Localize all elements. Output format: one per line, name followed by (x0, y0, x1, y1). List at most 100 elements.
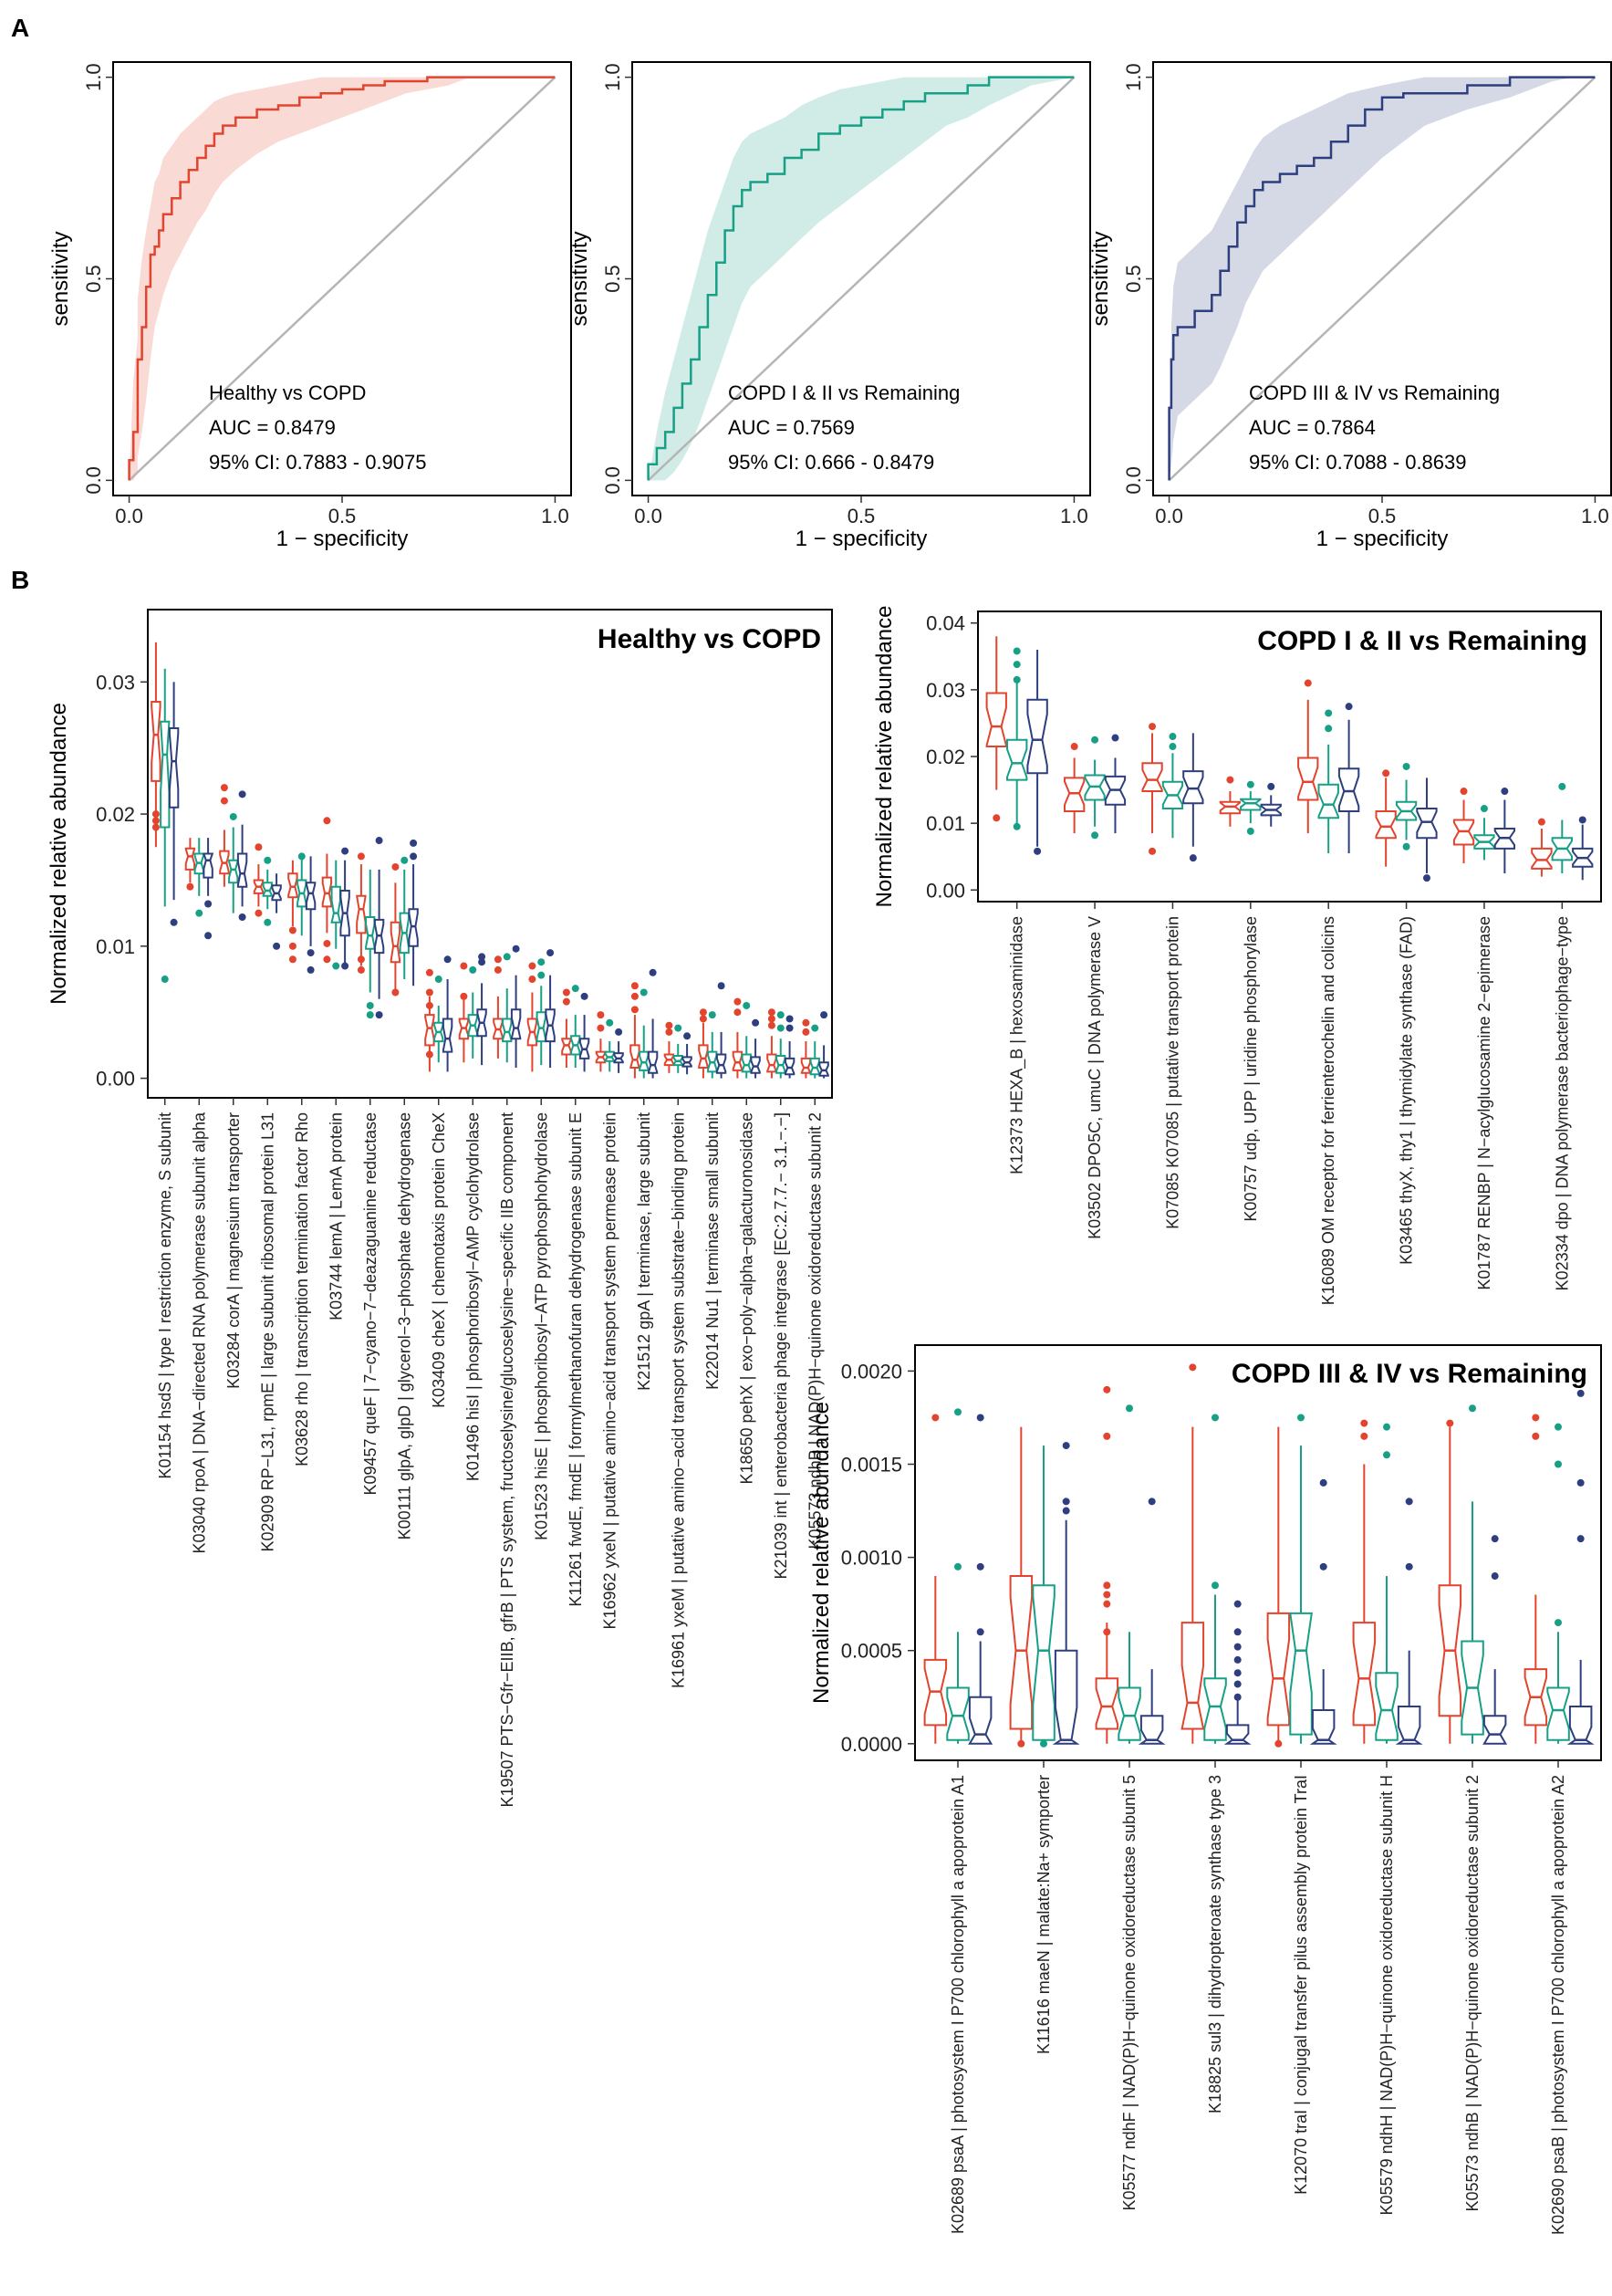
outlier-point (546, 949, 555, 957)
y-tick-label: 1.0 (82, 63, 105, 91)
outlier-point (1319, 1478, 1327, 1487)
y-tick-label: 0.01 (926, 812, 965, 835)
outlier-point (630, 982, 639, 990)
reference-diagonal (647, 76, 1076, 482)
outlier-point (494, 955, 502, 964)
box (1009, 1575, 1034, 1730)
box (715, 1053, 727, 1074)
outlier-point (1149, 723, 1157, 731)
outlier-point (264, 918, 272, 926)
outlier-point (674, 1024, 682, 1032)
y-axis-label: sensitivity (1088, 231, 1113, 326)
box (287, 872, 298, 899)
panel-label-b: B (11, 566, 29, 594)
outlier-point (1103, 1385, 1111, 1393)
outlier-point (976, 1628, 984, 1636)
y-tick-label: 0.5 (82, 265, 105, 293)
box (151, 701, 161, 782)
box (1309, 1709, 1337, 1745)
boxplot-copd34-vs-remaining: 0.0000 0.0005 0.0010 0.0015 0.0020 Normalized… (809, 1344, 1602, 2235)
y-tick-label: 0.0020 (841, 1360, 902, 1383)
outlier-point (391, 988, 400, 997)
box (1546, 1686, 1570, 1741)
outlier-point (161, 976, 169, 984)
box (365, 916, 376, 950)
y-axis-label: Normalized relative abundance (872, 606, 897, 908)
box (741, 1053, 752, 1073)
outlier-point (288, 926, 296, 934)
outlier-point (717, 982, 725, 990)
outlier-point (993, 814, 1001, 822)
outlier-point (615, 1028, 623, 1036)
outlier-point (170, 918, 178, 926)
outlier-point (1233, 1655, 1242, 1664)
outlier-point (630, 992, 639, 1000)
outlier-point (767, 1015, 775, 1023)
roc-chart-copd12-vs-remaining: 0.0 0.5 1.0 0.0 0.5 1.0 1 − specificity sensiti… (567, 61, 1091, 551)
box (1289, 1612, 1313, 1736)
outlier-point (375, 1011, 383, 1019)
category-label: K03284 corA | magnesium transporter (224, 1112, 243, 1389)
outlier-point (1576, 1478, 1585, 1487)
outlier-point (1233, 1600, 1242, 1608)
outlier-point (1402, 842, 1410, 851)
plot-frame (977, 611, 1602, 903)
outlier-point (1040, 1739, 1047, 1748)
outlier-point (238, 913, 246, 921)
outlier-point (1555, 1423, 1562, 1431)
outlier-point (537, 958, 546, 966)
outlier-point (785, 1024, 794, 1032)
box (784, 1057, 796, 1076)
outlier-point (1233, 1669, 1242, 1677)
outlier-point (1013, 822, 1021, 830)
category-label: K07085 K07085 | putative transport prote… (1163, 916, 1181, 1229)
outlier-point (357, 965, 365, 974)
panel-title: COPD I & II vs Remaining (1257, 626, 1587, 656)
outlier-point (743, 1001, 751, 1009)
box (1297, 757, 1319, 801)
outlier-point (580, 992, 588, 1000)
box (203, 852, 214, 879)
y-tick-label: 0.04 (926, 612, 965, 635)
box (1566, 1706, 1595, 1745)
outlier-point (1382, 769, 1390, 778)
outlier-point (151, 810, 160, 819)
box (536, 1011, 546, 1043)
roc-curve (1168, 76, 1596, 481)
outlier-point (571, 985, 579, 993)
category-label: K03409 cheX | chemotaxis protein CheX (430, 1112, 448, 1408)
box (168, 727, 180, 809)
outlier-point (683, 1032, 692, 1040)
y-tick-label: 0.0015 (841, 1454, 902, 1477)
box (1375, 810, 1397, 840)
y-tick-label: 0.0005 (841, 1640, 902, 1663)
outlier-point (1360, 1432, 1368, 1440)
box (510, 1008, 522, 1040)
box (750, 1056, 761, 1074)
x-tick-label: 1.0 (1581, 505, 1609, 527)
outlier-point (332, 962, 340, 970)
outlier-point (323, 939, 331, 947)
box (390, 921, 401, 964)
box (1138, 1715, 1166, 1745)
outlier-point (1189, 854, 1197, 862)
box (1118, 1686, 1141, 1741)
y-tick-label: 0.00 (96, 1068, 135, 1091)
outlier-point (460, 962, 468, 970)
outlier-point (1103, 1628, 1111, 1636)
box (732, 1050, 744, 1071)
category-label: K18650 pehX | exo−poly−alpha−galacturono… (737, 1112, 755, 1485)
outlier-point (976, 1562, 984, 1571)
outlier-point (391, 862, 400, 871)
outlier-point (400, 856, 409, 864)
x-tick-label: 0.5 (328, 505, 357, 527)
roc-chart-copd34-vs-remaining: 0.0 0.5 1.0 0.0 0.5 1.0 1 − specificity sensiti… (1088, 61, 1612, 551)
outlier-point (597, 1011, 605, 1019)
y-tick-label: 0.0000 (841, 1733, 902, 1756)
outlier-point (1103, 1600, 1111, 1608)
outlier-point (204, 932, 213, 940)
y-tick-label: 1.0 (601, 63, 624, 91)
box (1095, 1677, 1119, 1730)
outlier-point (512, 944, 520, 953)
box (1317, 783, 1339, 819)
